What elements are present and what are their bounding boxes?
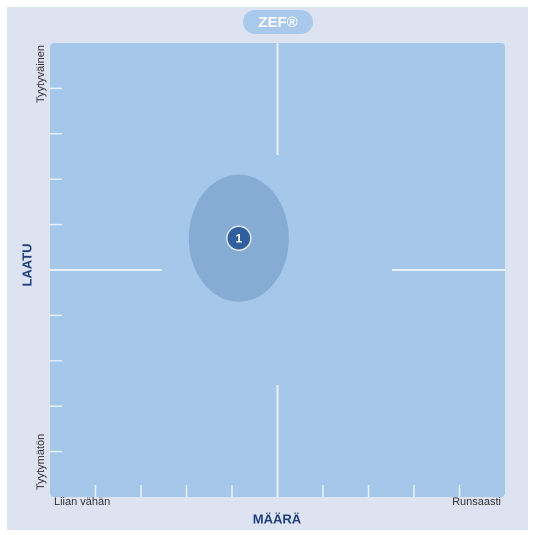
chart-title: ZEF® xyxy=(258,14,297,31)
x-end-label: Runsaasti xyxy=(452,496,501,508)
point-label: 1 xyxy=(235,231,242,245)
point xyxy=(226,225,252,251)
y-start-label: Tyytymätön xyxy=(35,434,47,490)
y-axis-label: LAATU xyxy=(19,243,34,286)
x-start-label: Liian vähän xyxy=(54,496,110,508)
title-pill xyxy=(243,10,313,34)
y-end-label: Tyytyväinen xyxy=(35,45,47,103)
center-cross xyxy=(50,43,505,497)
x-axis-label: MÄÄRÄ xyxy=(253,511,302,526)
